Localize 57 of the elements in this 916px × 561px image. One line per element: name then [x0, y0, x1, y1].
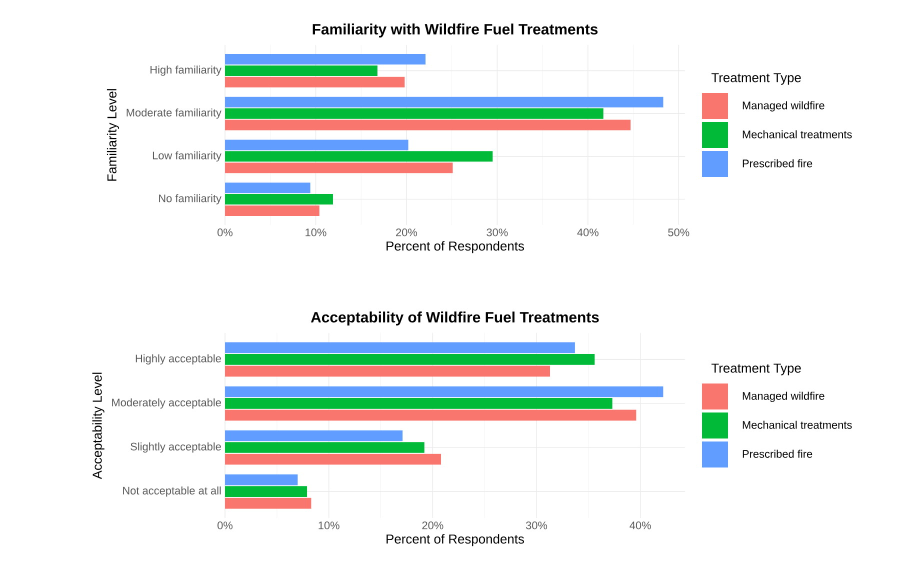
y-axis-title: Acceptability Level — [92, 372, 104, 480]
bar — [225, 354, 595, 365]
x-tick-label: 50% — [668, 228, 690, 236]
x-tick-label: 0% — [218, 228, 233, 236]
bar — [225, 120, 631, 130]
bar — [225, 96, 664, 108]
legend-title: Treatment Type — [712, 73, 801, 85]
bar — [225, 366, 550, 377]
legend-label: Prescribed fire — [742, 159, 812, 168]
bar — [225, 486, 308, 497]
x-tick-label: 30% — [526, 522, 548, 530]
x-tick-label: 20% — [422, 522, 444, 530]
y-tick-label: Moderately acceptable — [112, 398, 221, 409]
y-tick-label: Moderate familiarity — [126, 108, 222, 119]
x-tick-label: 40% — [577, 228, 598, 236]
bar — [225, 65, 378, 76]
bar — [225, 342, 575, 354]
x-tick-label: 0% — [218, 522, 233, 530]
x-tick-label: 20% — [396, 228, 418, 236]
bar — [225, 442, 424, 453]
legend-label: Managed wildfire — [742, 101, 824, 112]
x-axis-title: Percent of Respondents — [386, 534, 524, 546]
x-tick-label: 40% — [630, 522, 651, 530]
bar — [225, 54, 426, 65]
y-tick-label: Low familiarity — [152, 151, 222, 162]
y-axis-title: Familiarity Level — [106, 89, 120, 181]
bar — [225, 140, 408, 150]
y-tick-label: No familiarity — [159, 194, 222, 204]
bar — [225, 182, 310, 194]
legend-label: Prescribed fire — [742, 450, 812, 458]
legend-label: Mechanical treatments — [742, 130, 852, 138]
x-tick-label: 10% — [306, 228, 326, 236]
bar — [225, 76, 405, 88]
x-tick-label: 10% — [318, 522, 340, 530]
y-tick-label: Highly acceptable — [136, 354, 221, 365]
bar — [225, 108, 604, 119]
bar — [225, 205, 320, 216]
x-axis-title: Percent of Respondents — [386, 241, 524, 254]
legend-title: Treatment Type — [712, 364, 801, 376]
bar — [225, 454, 441, 465]
legend-label: Managed wildfire — [742, 392, 824, 402]
bar — [225, 162, 453, 174]
bar — [225, 430, 403, 442]
chart-title: Familiarity with Wildfire Fuel Treatments — [312, 24, 598, 38]
y-tick-label: High familiarity — [150, 66, 222, 76]
y-tick-label: Not acceptable at all — [123, 486, 221, 497]
legend-label: Mechanical treatments — [742, 420, 852, 429]
chart-title: Acceptability of Wildfire Fuel Treatments — [310, 312, 599, 326]
x-tick-label: 30% — [486, 228, 508, 236]
bar — [225, 398, 612, 409]
bar — [225, 410, 636, 421]
bar — [225, 474, 298, 486]
bar — [225, 386, 664, 398]
bar — [225, 498, 312, 509]
bar — [225, 151, 493, 162]
y-tick-label: Slightly acceptable — [130, 442, 221, 453]
bar — [225, 194, 333, 205]
